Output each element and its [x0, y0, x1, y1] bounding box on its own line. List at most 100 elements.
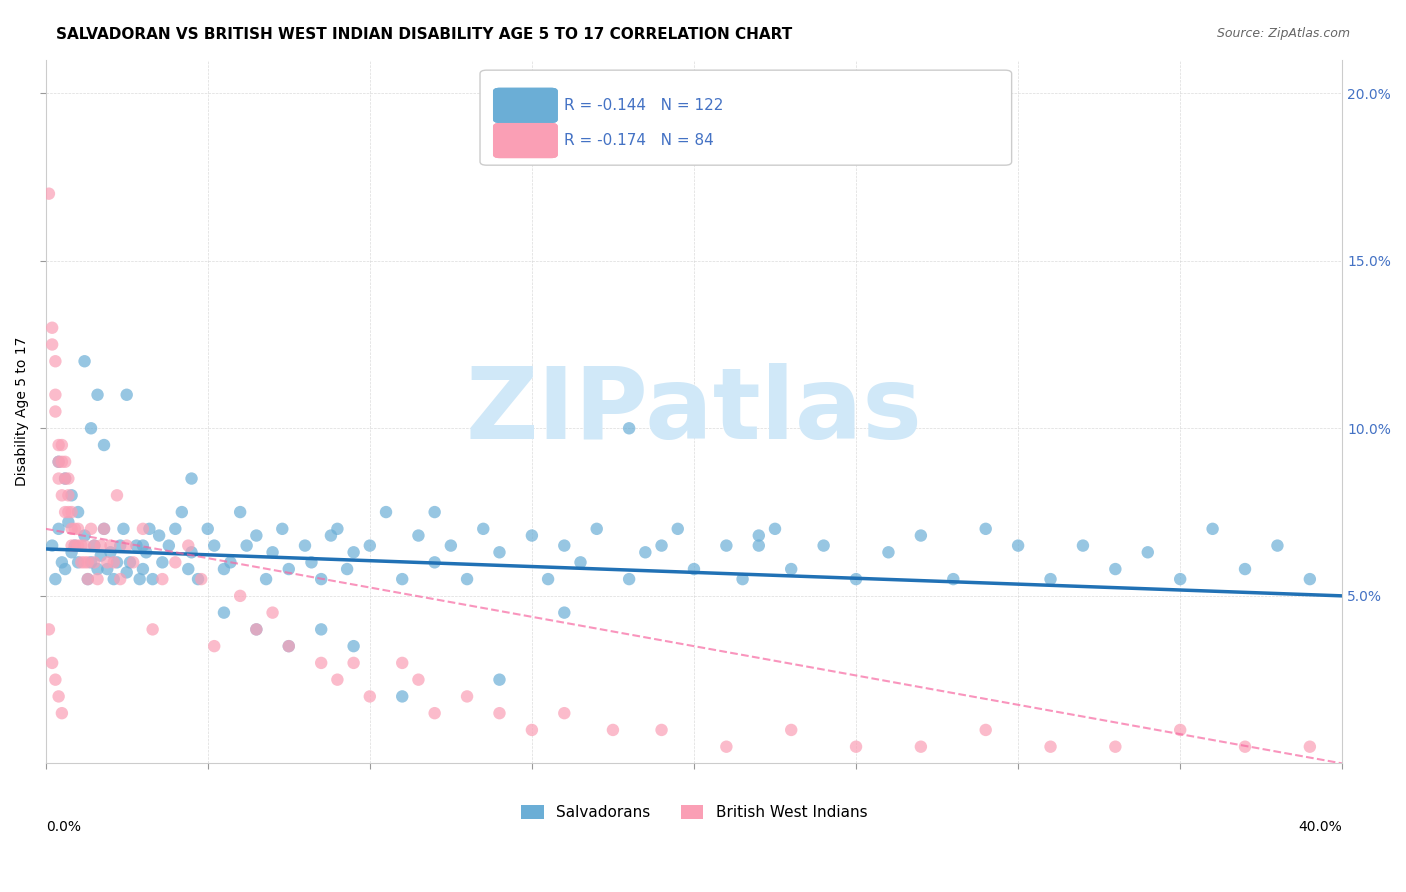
British West Indians: [80, 522, 103, 536]
Salvadorans: [845, 572, 868, 586]
British West Indians: [423, 706, 446, 721]
Salvadorans: [142, 572, 165, 586]
Salvadorans: [157, 539, 180, 553]
Salvadorans: [423, 555, 446, 569]
Salvadorans: [180, 472, 202, 486]
British West Indians: [44, 388, 66, 402]
British West Indians: [76, 555, 98, 569]
British West Indians: [1168, 723, 1191, 737]
Salvadorans: [1071, 539, 1094, 553]
Text: R = -0.144   N = 122: R = -0.144 N = 122: [564, 98, 724, 113]
Salvadorans: [1267, 539, 1289, 553]
British West Indians: [229, 589, 252, 603]
Salvadorans: [813, 539, 835, 553]
British West Indians: [132, 522, 155, 536]
British West Indians: [51, 488, 73, 502]
British West Indians: [63, 539, 86, 553]
Salvadorans: [336, 562, 359, 576]
British West Indians: [1299, 739, 1322, 754]
Salvadorans: [125, 539, 148, 553]
Salvadorans: [51, 555, 73, 569]
British West Indians: [1104, 739, 1126, 754]
Salvadorans: [86, 388, 108, 402]
Salvadorans: [1201, 522, 1223, 536]
Text: 0.0%: 0.0%: [45, 820, 80, 834]
Text: 40.0%: 40.0%: [1299, 820, 1343, 834]
British West Indians: [48, 455, 70, 469]
Salvadorans: [115, 566, 138, 580]
Salvadorans: [212, 562, 235, 576]
Salvadorans: [1136, 545, 1159, 559]
Salvadorans: [128, 572, 150, 586]
Salvadorans: [110, 539, 132, 553]
Salvadorans: [165, 522, 187, 536]
British West Indians: [73, 555, 96, 569]
Salvadorans: [48, 522, 70, 536]
Text: R = -0.174   N = 84: R = -0.174 N = 84: [564, 133, 714, 148]
Salvadorans: [326, 522, 349, 536]
British West Indians: [122, 555, 145, 569]
Salvadorans: [90, 549, 112, 563]
Salvadorans: [375, 505, 398, 519]
Salvadorans: [342, 545, 364, 559]
Salvadorans: [391, 690, 413, 704]
Salvadorans: [877, 545, 900, 559]
British West Indians: [359, 690, 381, 704]
British West Indians: [1234, 739, 1257, 754]
British West Indians: [83, 539, 105, 553]
Salvadorans: [585, 522, 607, 536]
Salvadorans: [683, 562, 706, 576]
Salvadorans: [235, 539, 257, 553]
British West Indians: [48, 472, 70, 486]
Salvadorans: [391, 572, 413, 586]
Salvadorans: [666, 522, 689, 536]
Salvadorans: [53, 472, 76, 486]
Salvadorans: [1168, 572, 1191, 586]
Salvadorans: [100, 545, 122, 559]
Salvadorans: [254, 572, 277, 586]
Salvadorans: [342, 639, 364, 653]
FancyBboxPatch shape: [479, 70, 1012, 165]
British West Indians: [83, 555, 105, 569]
British West Indians: [53, 472, 76, 486]
Salvadorans: [96, 562, 118, 576]
Salvadorans: [53, 562, 76, 576]
Text: SALVADORAN VS BRITISH WEST INDIAN DISABILITY AGE 5 TO 17 CORRELATION CHART: SALVADORAN VS BRITISH WEST INDIAN DISABI…: [56, 27, 793, 42]
British West Indians: [974, 723, 997, 737]
British West Indians: [41, 656, 63, 670]
Salvadorans: [229, 505, 252, 519]
British West Indians: [202, 639, 225, 653]
Text: Source: ZipAtlas.com: Source: ZipAtlas.com: [1216, 27, 1350, 40]
Legend: Salvadorans, British West Indians: Salvadorans, British West Indians: [515, 799, 873, 826]
Salvadorans: [73, 354, 96, 368]
Salvadorans: [423, 505, 446, 519]
British West Indians: [150, 572, 173, 586]
British West Indians: [408, 673, 430, 687]
Salvadorans: [150, 555, 173, 569]
Salvadorans: [942, 572, 965, 586]
Salvadorans: [301, 555, 323, 569]
Salvadorans: [86, 562, 108, 576]
Salvadorans: [197, 522, 219, 536]
Text: ZIPatlas: ZIPatlas: [465, 363, 922, 460]
Salvadorans: [309, 572, 332, 586]
British West Indians: [51, 455, 73, 469]
Salvadorans: [245, 528, 267, 542]
British West Indians: [44, 404, 66, 418]
Salvadorans: [1007, 539, 1029, 553]
British West Indians: [391, 656, 413, 670]
Salvadorans: [488, 673, 510, 687]
Salvadorans: [748, 528, 770, 542]
Salvadorans: [359, 539, 381, 553]
British West Indians: [262, 606, 284, 620]
British West Indians: [326, 673, 349, 687]
British West Indians: [44, 354, 66, 368]
FancyBboxPatch shape: [494, 123, 558, 158]
British West Indians: [38, 186, 60, 201]
British West Indians: [1039, 739, 1062, 754]
Salvadorans: [177, 562, 200, 576]
Salvadorans: [716, 539, 738, 553]
British West Indians: [96, 555, 118, 569]
Salvadorans: [472, 522, 495, 536]
British West Indians: [38, 623, 60, 637]
